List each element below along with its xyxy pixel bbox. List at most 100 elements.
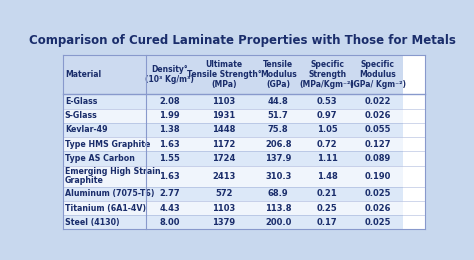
Text: 2.77: 2.77 — [159, 189, 180, 198]
Bar — [255, 94, 302, 108]
Bar — [63, 215, 146, 229]
Bar — [146, 215, 193, 229]
Bar — [193, 151, 255, 166]
Bar — [302, 123, 352, 137]
Bar — [302, 94, 352, 108]
Text: 0.25: 0.25 — [317, 204, 337, 212]
Text: S-Glass: S-Glass — [65, 111, 98, 120]
Text: 0.055: 0.055 — [365, 125, 391, 134]
Text: 0.022: 0.022 — [365, 97, 391, 106]
Bar — [352, 123, 403, 137]
Bar — [352, 94, 403, 108]
Text: Emerging High Strain
Graphite: Emerging High Strain Graphite — [65, 167, 160, 185]
Text: Tensile
Modulus
(GPa): Tensile Modulus (GPa) — [260, 60, 297, 89]
Text: 1931: 1931 — [212, 111, 236, 120]
Bar — [302, 166, 352, 187]
Text: 113.8: 113.8 — [265, 204, 292, 212]
Text: 8.00: 8.00 — [159, 218, 180, 227]
Text: Specific
Strength
(MPa/Kgm⁻²): Specific Strength (MPa/Kgm⁻²) — [300, 60, 355, 89]
Bar — [146, 201, 193, 215]
Bar — [193, 108, 255, 123]
Text: 0.025: 0.025 — [365, 218, 391, 227]
Text: 1172: 1172 — [212, 140, 236, 149]
Bar — [63, 166, 146, 187]
Text: 1.05: 1.05 — [317, 125, 337, 134]
Bar — [193, 123, 255, 137]
Bar — [302, 187, 352, 201]
Bar — [302, 55, 352, 94]
Bar — [146, 137, 193, 151]
Text: 1.63: 1.63 — [159, 140, 180, 149]
Text: 0.127: 0.127 — [365, 140, 391, 149]
Text: Type AS Carbon: Type AS Carbon — [65, 154, 135, 163]
Bar — [193, 94, 255, 108]
Text: 1.38: 1.38 — [159, 125, 180, 134]
Text: 572: 572 — [215, 189, 233, 198]
Bar — [63, 187, 146, 201]
Bar — [302, 201, 352, 215]
Text: 0.026: 0.026 — [365, 204, 391, 212]
Text: Ultimate
Tensile Strength°
(MPa): Ultimate Tensile Strength° (MPa) — [187, 60, 261, 89]
Text: 0.21: 0.21 — [317, 189, 337, 198]
Bar — [352, 201, 403, 215]
Bar — [193, 187, 255, 201]
Text: 206.8: 206.8 — [265, 140, 292, 149]
Text: Density°
(10³ Kg/m³): Density° (10³ Kg/m³) — [145, 65, 194, 84]
Text: 310.3: 310.3 — [265, 172, 292, 181]
Bar — [193, 201, 255, 215]
Bar — [63, 201, 146, 215]
Bar — [352, 137, 403, 151]
Bar — [146, 187, 193, 201]
Bar — [146, 94, 193, 108]
Text: 1.55: 1.55 — [159, 154, 180, 163]
Bar — [63, 137, 146, 151]
Text: 1.11: 1.11 — [317, 154, 337, 163]
Text: 2.08: 2.08 — [159, 97, 180, 106]
Bar — [352, 55, 403, 94]
Text: Type HMS Graphite: Type HMS Graphite — [65, 140, 150, 149]
Bar — [146, 123, 193, 137]
Text: 0.72: 0.72 — [317, 140, 337, 149]
Text: 137.9: 137.9 — [265, 154, 292, 163]
Bar — [255, 151, 302, 166]
Bar — [193, 55, 255, 94]
Text: Steel (4130): Steel (4130) — [65, 218, 119, 227]
Text: E-Glass: E-Glass — [65, 97, 97, 106]
Bar — [146, 166, 193, 187]
Bar — [352, 151, 403, 166]
Bar — [193, 137, 255, 151]
Text: 1379: 1379 — [212, 218, 236, 227]
Text: 2413: 2413 — [212, 172, 236, 181]
Bar — [63, 123, 146, 137]
Text: Comparison of Cured Laminate Properties with Those for Metals: Comparison of Cured Laminate Properties … — [29, 34, 456, 47]
Text: 0.17: 0.17 — [317, 218, 337, 227]
Text: Aluminum (7075-T6): Aluminum (7075-T6) — [65, 189, 154, 198]
Text: 1448: 1448 — [212, 125, 236, 134]
Bar — [146, 108, 193, 123]
Text: Titanium (6A1-4V): Titanium (6A1-4V) — [65, 204, 146, 212]
Bar — [302, 215, 352, 229]
Text: Kevlar-49: Kevlar-49 — [65, 125, 108, 134]
Bar — [193, 215, 255, 229]
Text: Material: Material — [65, 70, 101, 79]
Bar — [255, 187, 302, 201]
Text: 44.8: 44.8 — [268, 97, 289, 106]
Text: 1103: 1103 — [212, 204, 236, 212]
Bar — [255, 137, 302, 151]
Text: 51.7: 51.7 — [268, 111, 289, 120]
Text: 0.026: 0.026 — [365, 111, 391, 120]
Text: 0.190: 0.190 — [365, 172, 391, 181]
Text: 0.025: 0.025 — [365, 189, 391, 198]
Text: 1103: 1103 — [212, 97, 236, 106]
Bar — [352, 108, 403, 123]
Bar — [255, 166, 302, 187]
Text: 0.089: 0.089 — [365, 154, 391, 163]
Bar — [255, 55, 302, 94]
Bar — [255, 215, 302, 229]
Text: 0.53: 0.53 — [317, 97, 337, 106]
Text: 0.97: 0.97 — [317, 111, 337, 120]
Bar — [352, 187, 403, 201]
Text: 1724: 1724 — [212, 154, 236, 163]
Text: Specific
Modulus
(GPa/ Kgm⁻²): Specific Modulus (GPa/ Kgm⁻²) — [350, 60, 406, 89]
Bar — [63, 151, 146, 166]
